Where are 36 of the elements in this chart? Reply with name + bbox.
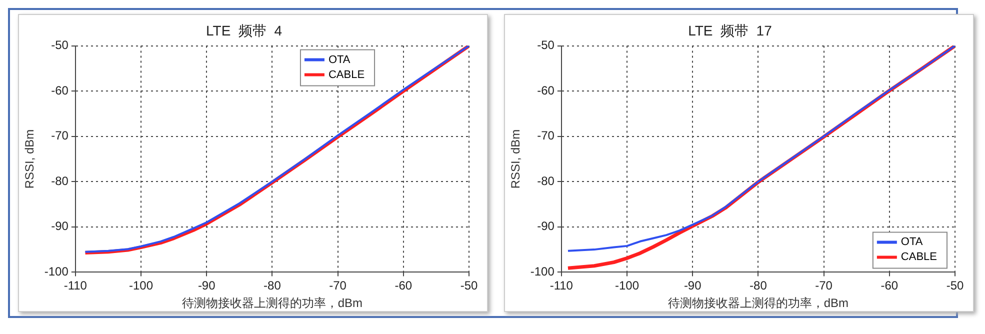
- y-axis-title: RSSI, dBm: [22, 129, 37, 189]
- y-tick-label: -70: [51, 128, 69, 143]
- x-tick-label: -70: [329, 278, 347, 293]
- y-tick-label: -60: [51, 83, 69, 98]
- x-tick-label: -50: [460, 278, 478, 293]
- legend-label: OTA: [900, 236, 924, 248]
- x-tick-label: -60: [880, 278, 898, 293]
- y-tick-label: -100: [530, 264, 555, 279]
- chart-title: LTE 频带 4: [206, 22, 282, 38]
- x-tick-label: -90: [684, 278, 702, 293]
- x-tick-label: -50: [946, 278, 964, 293]
- x-tick-label: -110: [550, 278, 574, 293]
- x-axis-title: 待测物接收器上测得的功率，dBm: [182, 296, 363, 310]
- x-tick-label: -70: [815, 278, 833, 293]
- x-tick-label: -80: [264, 278, 282, 293]
- y-tick-label: -80: [51, 174, 69, 188]
- x-tick-label: -90: [198, 278, 216, 293]
- legend-label: OTA: [328, 54, 351, 66]
- y-axis-title: RSSI, dBm: [508, 129, 523, 189]
- y-tick-label: -100: [44, 264, 69, 279]
- y-tick-label: -90: [537, 219, 555, 234]
- y-tick-label: -60: [537, 83, 555, 98]
- x-axis-title: 待测物接收器上测得的功率，dBm: [668, 296, 849, 310]
- legend-label: CABLE: [900, 251, 938, 264]
- y-tick-label: -70: [537, 128, 555, 143]
- x-tick-label: -80: [750, 278, 768, 293]
- x-tick-label: -110: [64, 278, 88, 293]
- y-tick-label: -50: [51, 38, 69, 52]
- y-tick-label: -80: [537, 174, 555, 188]
- y-tick-label: -50: [537, 38, 555, 52]
- chart-title: LTE 频带 17: [688, 22, 772, 38]
- x-tick-label: -100: [615, 278, 640, 293]
- x-tick-label: -60: [394, 278, 412, 293]
- x-tick-label: -100: [129, 278, 154, 293]
- legend-label: CABLE: [328, 68, 365, 81]
- y-tick-label: -90: [51, 219, 69, 234]
